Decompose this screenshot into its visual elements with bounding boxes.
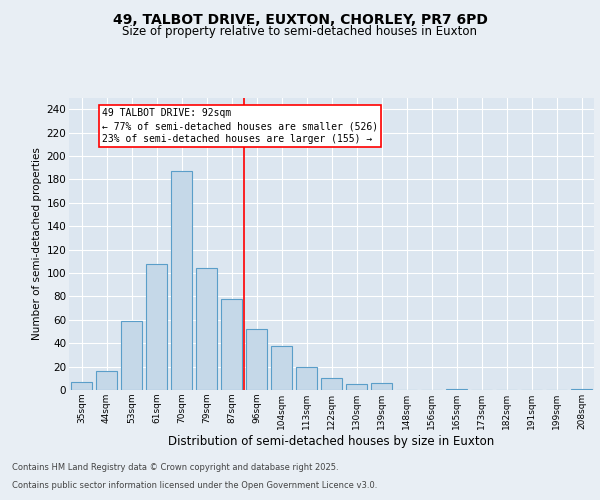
X-axis label: Distribution of semi-detached houses by size in Euxton: Distribution of semi-detached houses by … — [169, 434, 494, 448]
Text: 49, TALBOT DRIVE, EUXTON, CHORLEY, PR7 6PD: 49, TALBOT DRIVE, EUXTON, CHORLEY, PR7 6… — [113, 12, 487, 26]
Bar — [346, 384, 367, 390]
Text: Size of property relative to semi-detached houses in Euxton: Size of property relative to semi-detach… — [122, 25, 478, 38]
Bar — [446, 389, 467, 390]
Bar — [271, 346, 292, 390]
Bar — [96, 372, 117, 390]
Y-axis label: Number of semi-detached properties: Number of semi-detached properties — [32, 148, 43, 340]
Text: Contains public sector information licensed under the Open Government Licence v3: Contains public sector information licen… — [12, 481, 377, 490]
Bar — [196, 268, 217, 390]
Text: 49 TALBOT DRIVE: 92sqm
← 77% of semi-detached houses are smaller (526)
23% of se: 49 TALBOT DRIVE: 92sqm ← 77% of semi-det… — [101, 108, 377, 144]
Bar — [146, 264, 167, 390]
Bar — [321, 378, 342, 390]
Bar — [71, 382, 92, 390]
Bar — [221, 298, 242, 390]
Bar — [296, 366, 317, 390]
Bar — [121, 321, 142, 390]
Bar — [171, 171, 192, 390]
Bar — [571, 389, 592, 390]
Bar — [246, 329, 267, 390]
Bar — [371, 383, 392, 390]
Text: Contains HM Land Registry data © Crown copyright and database right 2025.: Contains HM Land Registry data © Crown c… — [12, 464, 338, 472]
